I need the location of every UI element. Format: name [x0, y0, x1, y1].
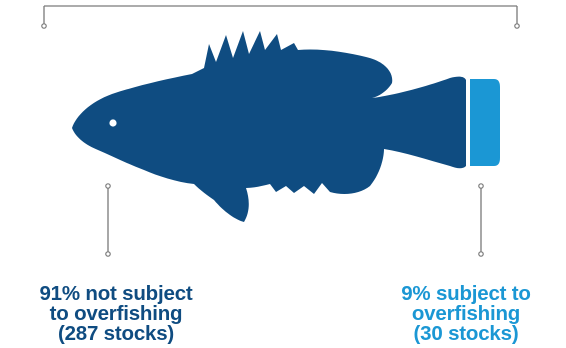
not-subject-label-line1: 91% not subject	[39, 282, 193, 305]
subject-label-line1: 9% subject to	[401, 282, 531, 305]
subject-label-line2: overfishing	[411, 302, 521, 325]
total-bracket-left-dot	[41, 23, 47, 29]
not-subject-leader-bottom-dot	[105, 251, 111, 257]
not-subject-leader-top-dot	[105, 183, 111, 189]
subject-label-line3: (30 stocks)	[413, 322, 519, 345]
not-subject-label-line3: (287 stocks)	[57, 322, 175, 345]
not-subject-label-line2: to overfishing	[49, 302, 183, 325]
subject-label: 9% subject to overfishing (30 stocks)	[378, 282, 554, 345]
not-subject-leader	[105, 183, 111, 257]
subject-leader	[478, 183, 484, 257]
fish-tail-subject-segment	[470, 79, 500, 166]
fish-eye	[109, 119, 117, 127]
total-bracket	[41, 5, 520, 29]
subject-leader-bottom-dot	[478, 251, 484, 257]
total-bracket-right-dot	[514, 23, 520, 29]
fish-body-not-subject-segment	[72, 31, 466, 222]
not-subject-label: 91% not subject to overfishing (287 stoc…	[0, 282, 232, 345]
subject-leader-top-dot	[478, 183, 484, 189]
fish	[72, 31, 500, 222]
